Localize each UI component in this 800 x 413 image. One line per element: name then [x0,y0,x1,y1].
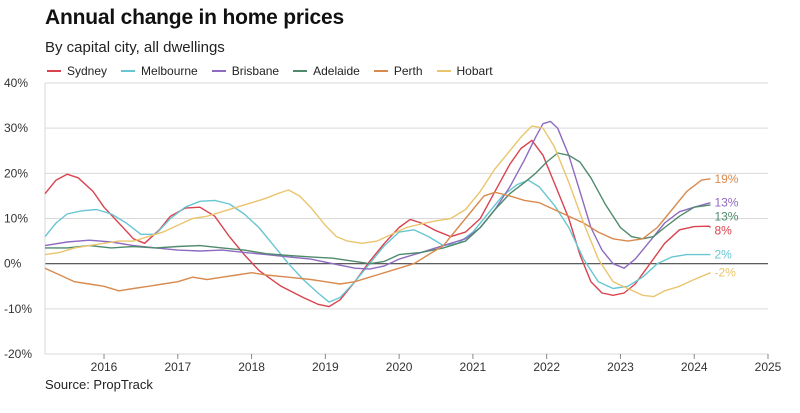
end-label-sydney: 8% [714,224,732,238]
series-line-perth [44,178,711,292]
legend-swatch [373,70,388,72]
x-tick-label: 2018 [238,360,265,374]
x-tick-label: 2017 [164,360,191,374]
legend-item-perth: Perth [373,64,423,78]
x-tick-label: 2021 [460,360,487,374]
end-label-adelaide: 13% [714,210,738,224]
legend-item-hobart: Hobart [436,64,493,78]
end-label-perth: 19% [714,172,738,186]
x-tick-label: 2016 [91,360,118,374]
legend-label: Hobart [456,64,493,78]
y-tick-label: -20% [4,347,32,361]
end-label-hobart: -2% [714,266,736,280]
legend-label: Sydney [67,64,108,78]
series-line-hobart [44,125,711,298]
x-tick-label: 2020 [386,360,413,374]
series-line-adelaide [45,152,711,265]
legend-swatch [47,70,61,72]
legend: Sydney Melbourne Brisbane Adelaide Perth Hoba… [47,64,493,78]
chart-title: Annual change in home prices [45,6,344,29]
legend-label: Brisbane [231,64,280,78]
legend-swatch [121,70,136,72]
y-tick-label: -10% [4,302,32,316]
legend-label: Perth [393,64,423,78]
series-line-sydney [44,139,711,308]
chart-source: Source: PropTrack [45,377,153,392]
x-tick-label: 2022 [533,360,560,374]
x-tick-label: 2019 [312,360,339,374]
legend-swatch [436,70,451,72]
y-tick-label: 30% [4,121,28,135]
chart-subtitle: By capital city, all dwellings [45,39,225,56]
legend-label: Melbourne [141,64,198,78]
y-tick-label: 10% [4,212,28,226]
y-tick-label: 0% [4,257,22,271]
y-tick-label: 40% [4,76,28,90]
x-tick-label: 2024 [681,360,708,374]
legend-item-melbourne: Melbourne [121,64,198,78]
x-tick-label: 2025 [755,360,782,374]
series-line-brisbane [44,120,711,270]
legend-item-brisbane: Brisbane [211,64,280,78]
end-label-brisbane: 13% [714,196,738,210]
end-label-melbourne: 2% [714,248,732,262]
y-tick-label: 20% [4,166,28,180]
legend-swatch [211,70,226,72]
legend-item-sydney: Sydney [47,64,107,78]
legend-item-adelaide: Adelaide [293,64,360,78]
legend-swatch [293,70,308,72]
x-tick-label: 2023 [607,360,634,374]
legend-label: Adelaide [313,64,360,78]
